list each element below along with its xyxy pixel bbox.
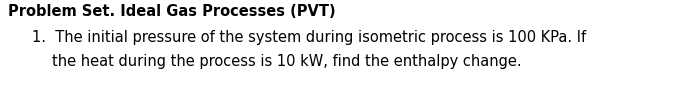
Text: the heat during the process is 10 kW, find the enthalpy change.: the heat during the process is 10 kW, fi… <box>52 54 522 69</box>
Text: 1.  The initial pressure of the system during isometric process is 100 KPa. If: 1. The initial pressure of the system du… <box>32 30 586 45</box>
Text: Problem Set. Ideal Gas Processes (PVT): Problem Set. Ideal Gas Processes (PVT) <box>8 4 336 19</box>
